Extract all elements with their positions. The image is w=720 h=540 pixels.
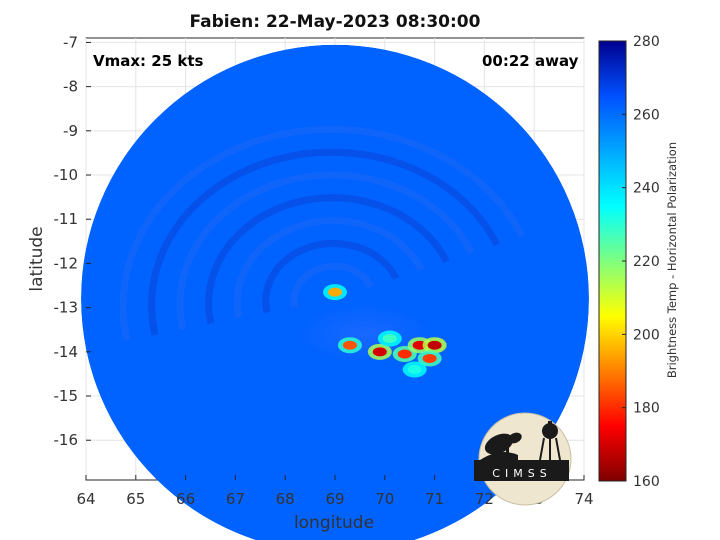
x-axis-label: longitude: [294, 513, 374, 533]
y-tick-label: -7: [63, 33, 78, 51]
x-tick-label: 72: [475, 490, 494, 508]
cold-cell: [427, 340, 442, 350]
cold-cell: [328, 287, 342, 297]
colorbar: 160 180 200 220 240 260 280 Brightness Temp - …: [598, 34, 679, 490]
x-tick-label: 64: [76, 490, 95, 508]
cold-cell: [407, 365, 422, 374]
x-tick-label: 71: [425, 490, 444, 508]
swath-band: [205, 194, 450, 325]
colorbar-gradient: [598, 40, 627, 482]
swath-band: [148, 148, 501, 336]
colorbar-label: Brightness Temp - Horizontal Polarizatio…: [665, 142, 679, 378]
x-tick-label: 69: [325, 490, 344, 508]
y-tick-label: -12: [54, 254, 79, 272]
y-tick-label: -11: [54, 210, 79, 228]
colorbar-tick-label: 160: [633, 474, 660, 490]
colorbar-tick-label: 260: [633, 107, 660, 123]
colorbar-tick-label: 200: [633, 327, 660, 343]
y-axis: -7 -8 -9 -10 -11 -12 -13 -14 -15 -16: [54, 33, 91, 449]
y-tick-label: -10: [54, 166, 79, 184]
y-tick-label: -16: [54, 431, 79, 449]
swath-band: [119, 125, 526, 342]
cimss-logo: CIMSS: [474, 412, 572, 506]
y-tick-label: -14: [54, 343, 79, 361]
swath-image: [81, 44, 589, 540]
y-tick-label: -15: [54, 387, 79, 405]
x-tick-label: 67: [226, 490, 245, 508]
y-tick-label: -8: [63, 78, 78, 96]
swath-band: [290, 262, 375, 308]
cold-cell: [397, 349, 412, 359]
x-tick-label: 66: [176, 490, 195, 508]
cimss-logo-text: CIMSS: [492, 467, 551, 480]
swath-band: [233, 217, 425, 319]
cold-cell: [372, 347, 387, 357]
y-tick-label: -9: [63, 122, 78, 140]
swath-band: [262, 239, 400, 314]
y-axis-label: latitude: [27, 226, 47, 291]
cold-cell: [342, 340, 357, 350]
swath-band: [176, 171, 475, 330]
time-away-label: 00:22 away: [482, 52, 579, 70]
colorbar-tick-label: 240: [633, 181, 660, 197]
x-tick-label: 65: [126, 490, 145, 508]
chart-title: Fabien: 22-May-2023 08:30:00: [189, 12, 481, 32]
cold-cell: [422, 353, 437, 363]
vmax-label: Vmax: 25 kts: [93, 52, 204, 70]
colorbar-tick-label: 180: [633, 401, 660, 417]
x-tick-label: 70: [375, 490, 394, 508]
x-tick-label: 74: [574, 490, 593, 508]
y-tick-label: -13: [54, 299, 79, 317]
cold-cell: [382, 334, 397, 344]
colorbar-tick-label: 220: [633, 254, 660, 270]
colorbar-tick-label: 280: [633, 34, 660, 50]
x-tick-label: 68: [276, 490, 295, 508]
